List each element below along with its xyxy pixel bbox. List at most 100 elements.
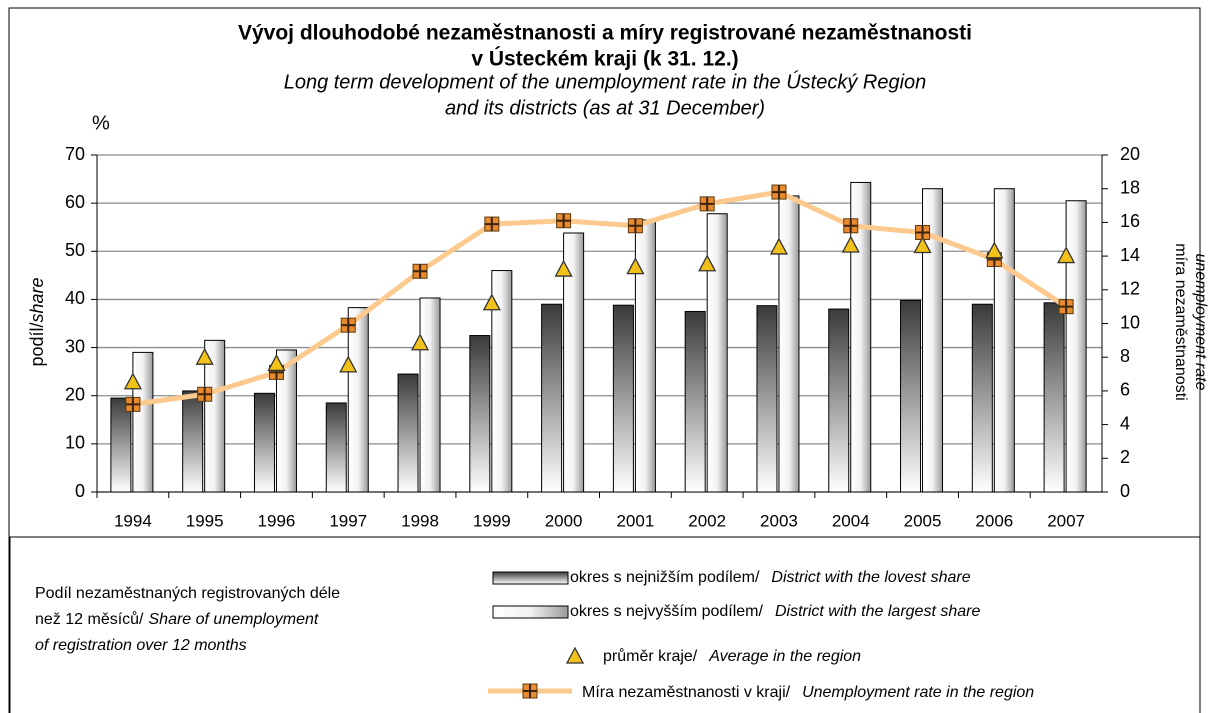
- marker: [985, 241, 1004, 259]
- note: Podíl nezaměstnaných registrovaných déle: [35, 585, 340, 602]
- x-tick-label: 1997: [329, 511, 367, 530]
- chart-title: Vývoj dlouhodobé nezaměstnanosti a míry …: [238, 22, 972, 45]
- legend-label-en: Unemployment rate in the region: [802, 684, 1034, 701]
- x-tick-label: 1999: [473, 511, 511, 530]
- y-unit: %: [92, 112, 110, 134]
- bar: [971, 303, 993, 493]
- line-marker-cross: [125, 397, 140, 412]
- bar: [684, 310, 706, 493]
- legend-label-en: Average in the region: [708, 648, 861, 665]
- y2-tick-label: 10: [1120, 312, 1140, 332]
- y2-tick-label: 20: [1120, 144, 1140, 164]
- y2-tick-label: 12: [1120, 279, 1140, 299]
- x-tick-label: 2006: [975, 511, 1013, 530]
- chart-subtitle: and its districts (as at 31 December): [445, 97, 765, 119]
- y2-tick-label: 0: [1120, 481, 1130, 501]
- y-axis-label-cs: podíl/: [27, 322, 47, 366]
- y-tick-label: 40: [65, 288, 85, 308]
- y2-axis-label: unemployment rate: [1192, 254, 1209, 391]
- y2-tick-label: 2: [1120, 447, 1130, 467]
- y-tick-label: 50: [65, 240, 85, 260]
- legend-label: Míra nezaměstnanosti v kraji/Unemploymen…: [582, 684, 1034, 701]
- legend-box: [9, 536, 1201, 713]
- marker: [482, 293, 501, 311]
- x-tick-label: 2003: [760, 511, 798, 530]
- marker: [195, 347, 214, 365]
- legend-label: okres s nejnižším podílem/District with …: [570, 569, 971, 586]
- marker: [841, 235, 860, 253]
- marker: [769, 237, 789, 255]
- legend-label: okres s nejvyšším podílem/District with …: [570, 603, 980, 620]
- y-tick-label: 30: [65, 336, 85, 356]
- bar: [541, 303, 563, 493]
- line-marker-cross: [1059, 299, 1074, 314]
- note: než 12 měsíců/Share of unemployment: [35, 610, 319, 628]
- marker: [698, 254, 717, 272]
- line-marker-cross: [700, 196, 715, 211]
- line-marker-cross: [628, 218, 643, 233]
- chart-title: v Ústeckém kraji (k 31. 12.): [471, 47, 738, 71]
- y-tick-label: 10: [65, 433, 85, 453]
- y2-tick-label: 16: [1120, 211, 1140, 231]
- legend-swatch: [565, 646, 585, 664]
- marker: [913, 236, 932, 254]
- y2-tick-label: 18: [1120, 177, 1140, 197]
- bar: [182, 390, 204, 493]
- marker: [267, 354, 286, 372]
- bar: [419, 297, 441, 493]
- y-tick-label: 20: [65, 384, 85, 404]
- bar: [469, 335, 491, 493]
- x-tick-label: 2000: [545, 511, 583, 530]
- y-tick-label: 70: [65, 144, 85, 164]
- legend-swatch: [492, 571, 569, 585]
- line-marker-cross: [413, 264, 428, 279]
- legend-label: průměr kraje/Average in the region: [603, 647, 861, 665]
- legend-label-cs: průměr kraje/: [603, 647, 698, 665]
- marker: [1057, 246, 1076, 264]
- x-tick-label: 2001: [616, 511, 654, 530]
- y2-tick-label: 14: [1120, 245, 1140, 265]
- x-tick-label: 1994: [114, 511, 152, 530]
- y2-tick-label: 8: [1120, 346, 1130, 366]
- x-tick-label: 2004: [832, 511, 870, 530]
- bar: [706, 213, 728, 493]
- bar: [397, 373, 419, 493]
- x-tick-label: 2005: [904, 511, 942, 530]
- bar: [1065, 200, 1087, 493]
- marker: [339, 355, 358, 373]
- line-marker-cross: [484, 217, 499, 232]
- bar: [253, 392, 275, 493]
- y-tick-label: 60: [65, 192, 85, 212]
- note-cs: než 12 měsíců/: [35, 610, 144, 628]
- x-tick-label: 2007: [1047, 511, 1085, 530]
- marker: [626, 257, 645, 275]
- y-axis-label-en: share: [27, 277, 47, 322]
- bar: [828, 308, 850, 493]
- note: of registration over 12 months: [35, 637, 247, 654]
- bar: [347, 307, 369, 493]
- chart-subtitle: Long term development of the unemploymen…: [284, 70, 927, 93]
- line: [132, 189, 1068, 407]
- bar: [993, 188, 1015, 493]
- bar: [900, 299, 922, 493]
- note-en: Share of unemployment: [149, 611, 319, 628]
- legend-label-en: District with the largest share: [775, 603, 981, 620]
- y2-tick-label: 4: [1120, 413, 1130, 433]
- bar: [756, 305, 778, 493]
- legend-swatch-cross: [523, 684, 537, 698]
- line-marker-cross: [341, 318, 356, 333]
- legend-swatch: [492, 605, 569, 619]
- line-marker-cross: [771, 185, 786, 200]
- y2-axis-label: míra nezaměstnanosti: [1172, 243, 1189, 400]
- legend-label-cs: okres s nejvyšším podílem/: [570, 603, 764, 620]
- frame: [8, 7, 1201, 713]
- y-axis-label: podíl/share: [27, 277, 47, 366]
- y-tick-label: 0: [75, 481, 85, 501]
- bar: [778, 195, 800, 493]
- bar: [110, 397, 132, 493]
- legend-label-en: District with the lovest share: [771, 569, 970, 586]
- line-marker-cross: [197, 387, 212, 402]
- legend-label-cs: Míra nezaměstnanosti v kraji/: [582, 684, 791, 701]
- x-tick-label: 1996: [258, 511, 296, 530]
